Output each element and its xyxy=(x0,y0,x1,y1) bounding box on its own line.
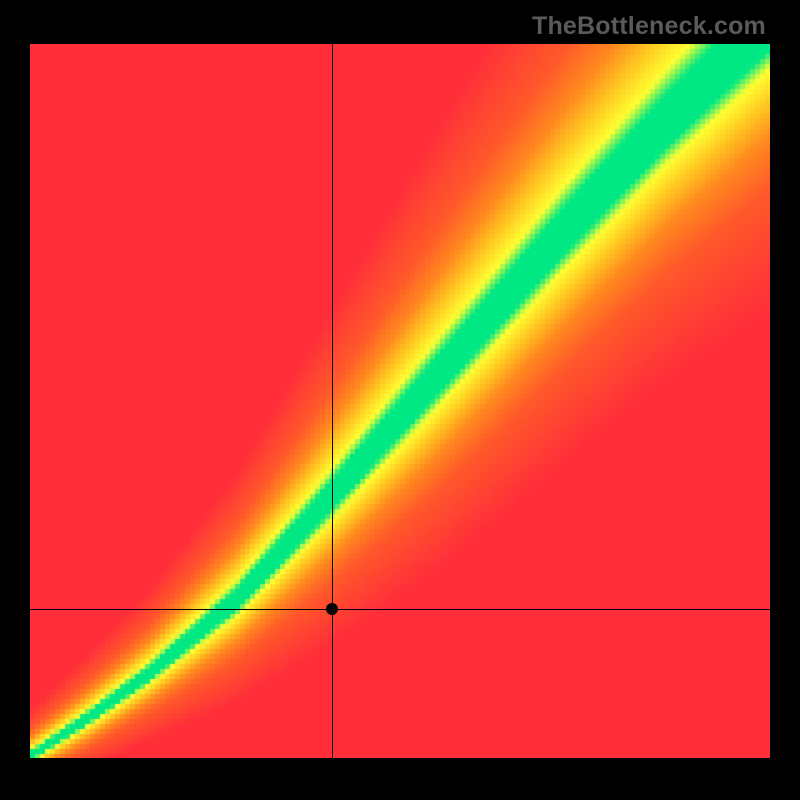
heatmap-canvas xyxy=(30,44,770,758)
crosshair-horizontal xyxy=(30,609,770,610)
watermark-text: TheBottleneck.com xyxy=(532,12,766,41)
plot-area xyxy=(30,44,770,758)
crosshair-vertical xyxy=(332,44,333,758)
crosshair-dot xyxy=(326,603,338,615)
outer-frame: TheBottleneck.com xyxy=(0,0,800,800)
